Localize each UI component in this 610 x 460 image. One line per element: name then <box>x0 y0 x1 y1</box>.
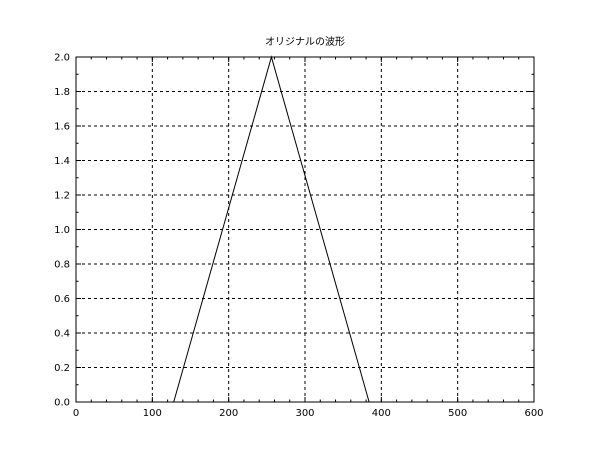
y-tick-label: 1.6 <box>54 122 70 133</box>
y-tick-label: 0.2 <box>54 363 70 374</box>
x-tick-label: 100 <box>143 408 162 419</box>
y-tick-label: 1.8 <box>54 87 70 98</box>
x-tick-label: 0 <box>73 408 79 419</box>
y-axis-tick-labels: 0.0 0.2 0.4 0.6 0.8 1.0 1.2 1.4 1.6 1.8 2.0 <box>54 53 70 409</box>
y-tick-label: 2.0 <box>54 53 70 64</box>
axis-ticks <box>75 56 535 403</box>
y-tick-label: 1.4 <box>54 156 70 167</box>
y-tick-label: 1.0 <box>54 225 70 236</box>
y-tick-label: 0.6 <box>54 294 70 305</box>
y-tick-label: 0.0 <box>54 398 70 409</box>
x-tick-label: 200 <box>219 408 238 419</box>
x-tick-label: 300 <box>295 408 314 419</box>
x-tick-label: 600 <box>524 408 543 419</box>
chart-title: オリジナルの波形 <box>265 35 345 48</box>
y-tick-label: 0.4 <box>54 329 70 340</box>
grid <box>76 57 534 402</box>
x-axis-tick-labels: 0 100 200 300 400 500 600 <box>73 408 544 419</box>
y-tick-label: 1.2 <box>54 191 70 202</box>
y-tick-label: 0.8 <box>54 260 70 271</box>
x-tick-label: 500 <box>448 408 467 419</box>
x-tick-label: 400 <box>372 408 391 419</box>
